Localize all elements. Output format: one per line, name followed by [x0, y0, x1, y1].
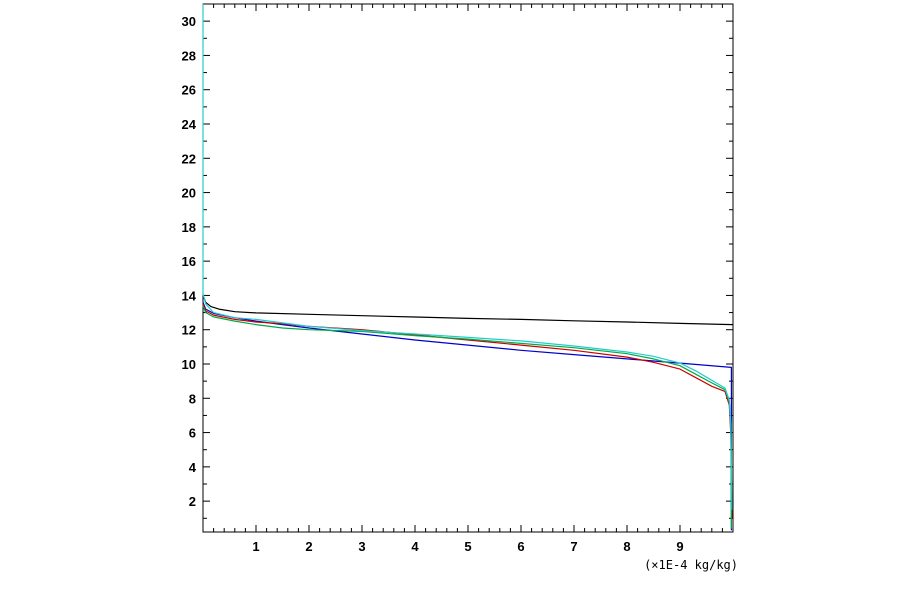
y-tick-label: 22 — [182, 151, 196, 166]
x-tick-label: 2 — [305, 539, 312, 554]
x-tick-label: 5 — [464, 539, 471, 554]
y-tick-label: 26 — [182, 83, 196, 98]
y-tick-label: 14 — [182, 288, 197, 303]
y-tick-label: 12 — [182, 323, 196, 338]
x-tick-label: 3 — [358, 539, 365, 554]
series-line-5 — [202, 4, 733, 510]
x-axis: 1 2 3 4 5 6 7 8 9 — [213, 4, 723, 554]
y-tick-label: 16 — [182, 254, 196, 269]
y-tick-label: 2 — [189, 494, 196, 509]
y-tick-label: 28 — [182, 48, 196, 63]
series-line-2 — [202, 302, 733, 531]
x-tick-label: 9 — [676, 539, 683, 554]
y-tick-label: 6 — [189, 426, 196, 441]
y-tick-label: 20 — [182, 186, 196, 201]
plot-frame — [202, 3, 734, 533]
x-tick-label: 7 — [570, 539, 577, 554]
series-line-4 — [202, 305, 733, 529]
x-unit-label: (×1E-4 kg/kg) — [644, 558, 738, 572]
series-line-3 — [202, 303, 733, 519]
x-tick-label: 1 — [252, 539, 259, 554]
x-tick-label: 4 — [411, 539, 419, 554]
y-tick-label: 18 — [182, 220, 196, 235]
x-tick-label: 6 — [517, 539, 524, 554]
y-tick-label: 4 — [189, 460, 197, 475]
x-tick-label: 8 — [623, 539, 630, 554]
series-line-1 — [202, 295, 734, 326]
y-tick-label: 24 — [182, 117, 197, 132]
y-tick-label: 30 — [182, 14, 196, 29]
y-tick-label: 10 — [182, 357, 196, 372]
y-tick-label: 8 — [189, 391, 196, 406]
series-group — [202, 4, 734, 531]
